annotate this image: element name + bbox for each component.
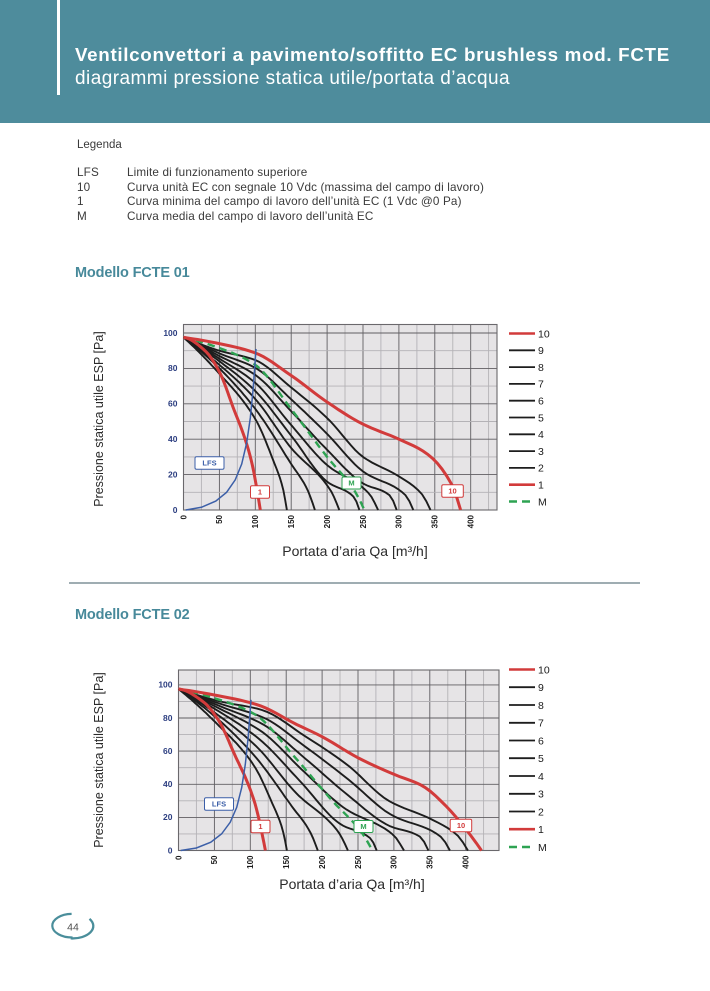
svg-text:1: 1 <box>258 488 262 497</box>
svg-text:80: 80 <box>163 713 173 723</box>
svg-text:50: 50 <box>215 514 224 523</box>
svg-text:400: 400 <box>462 855 471 869</box>
svg-text:3: 3 <box>538 446 544 458</box>
svg-text:8: 8 <box>538 362 544 374</box>
svg-text:80: 80 <box>168 363 178 373</box>
svg-text:10: 10 <box>448 487 456 496</box>
svg-text:4: 4 <box>538 429 544 441</box>
svg-text:M: M <box>348 479 354 488</box>
svg-text:6: 6 <box>538 735 544 747</box>
svg-text:0: 0 <box>168 845 173 855</box>
svg-text:10: 10 <box>538 328 550 340</box>
svg-text:4: 4 <box>538 771 544 783</box>
svg-text:150: 150 <box>287 514 296 528</box>
svg-text:0: 0 <box>179 514 188 519</box>
svg-text:9: 9 <box>538 345 544 357</box>
svg-text:1: 1 <box>258 822 262 831</box>
svg-text:1: 1 <box>538 824 544 836</box>
svg-text:200: 200 <box>323 514 332 528</box>
svg-text:LFS: LFS <box>212 800 226 809</box>
svg-text:100: 100 <box>163 328 177 338</box>
svg-text:0: 0 <box>174 855 183 860</box>
svg-text:LFS: LFS <box>202 459 216 468</box>
svg-text:M: M <box>538 842 547 854</box>
svg-text:M: M <box>360 822 366 831</box>
svg-text:5: 5 <box>538 753 544 765</box>
svg-text:5: 5 <box>538 412 544 424</box>
svg-text:300: 300 <box>395 514 404 528</box>
svg-text:100: 100 <box>251 514 260 528</box>
svg-text:150: 150 <box>282 855 291 869</box>
svg-text:3: 3 <box>538 789 544 801</box>
svg-text:Pressione statica utile ESP [P: Pressione statica utile ESP [Pa] <box>92 672 106 848</box>
svg-text:400: 400 <box>467 514 476 528</box>
svg-text:250: 250 <box>354 855 363 869</box>
svg-text:Pressione statica utile ESP [P: Pressione statica utile ESP [Pa] <box>92 331 106 507</box>
svg-text:60: 60 <box>163 746 173 756</box>
svg-text:8: 8 <box>538 700 544 712</box>
svg-text:6: 6 <box>538 396 544 408</box>
svg-text:250: 250 <box>359 514 368 528</box>
svg-text:9: 9 <box>538 682 544 694</box>
svg-text:350: 350 <box>431 514 440 528</box>
svg-text:7: 7 <box>538 718 544 730</box>
svg-text:50: 50 <box>210 855 219 864</box>
svg-text:10: 10 <box>457 821 465 830</box>
svg-text:300: 300 <box>390 855 399 869</box>
svg-text:2: 2 <box>538 463 544 475</box>
svg-text:Portata d’aria Qa [m³/h]: Portata d’aria Qa [m³/h] <box>282 543 428 559</box>
svg-text:10: 10 <box>538 664 550 676</box>
svg-text:0: 0 <box>173 505 178 515</box>
svg-text:M: M <box>538 496 547 508</box>
svg-text:100: 100 <box>158 680 172 690</box>
svg-text:200: 200 <box>318 855 327 869</box>
svg-text:60: 60 <box>168 399 178 409</box>
svg-text:Portata d’aria Qa [m³/h]: Portata d’aria Qa [m³/h] <box>279 876 425 892</box>
svg-text:20: 20 <box>168 469 178 479</box>
svg-text:44: 44 <box>67 922 79 934</box>
svg-text:100: 100 <box>246 855 255 869</box>
svg-text:20: 20 <box>163 812 173 822</box>
svg-text:2: 2 <box>538 806 544 818</box>
svg-text:40: 40 <box>163 779 173 789</box>
svg-text:350: 350 <box>426 855 435 869</box>
svg-text:7: 7 <box>538 379 544 391</box>
svg-text:1: 1 <box>538 480 544 492</box>
svg-text:40: 40 <box>168 434 178 444</box>
